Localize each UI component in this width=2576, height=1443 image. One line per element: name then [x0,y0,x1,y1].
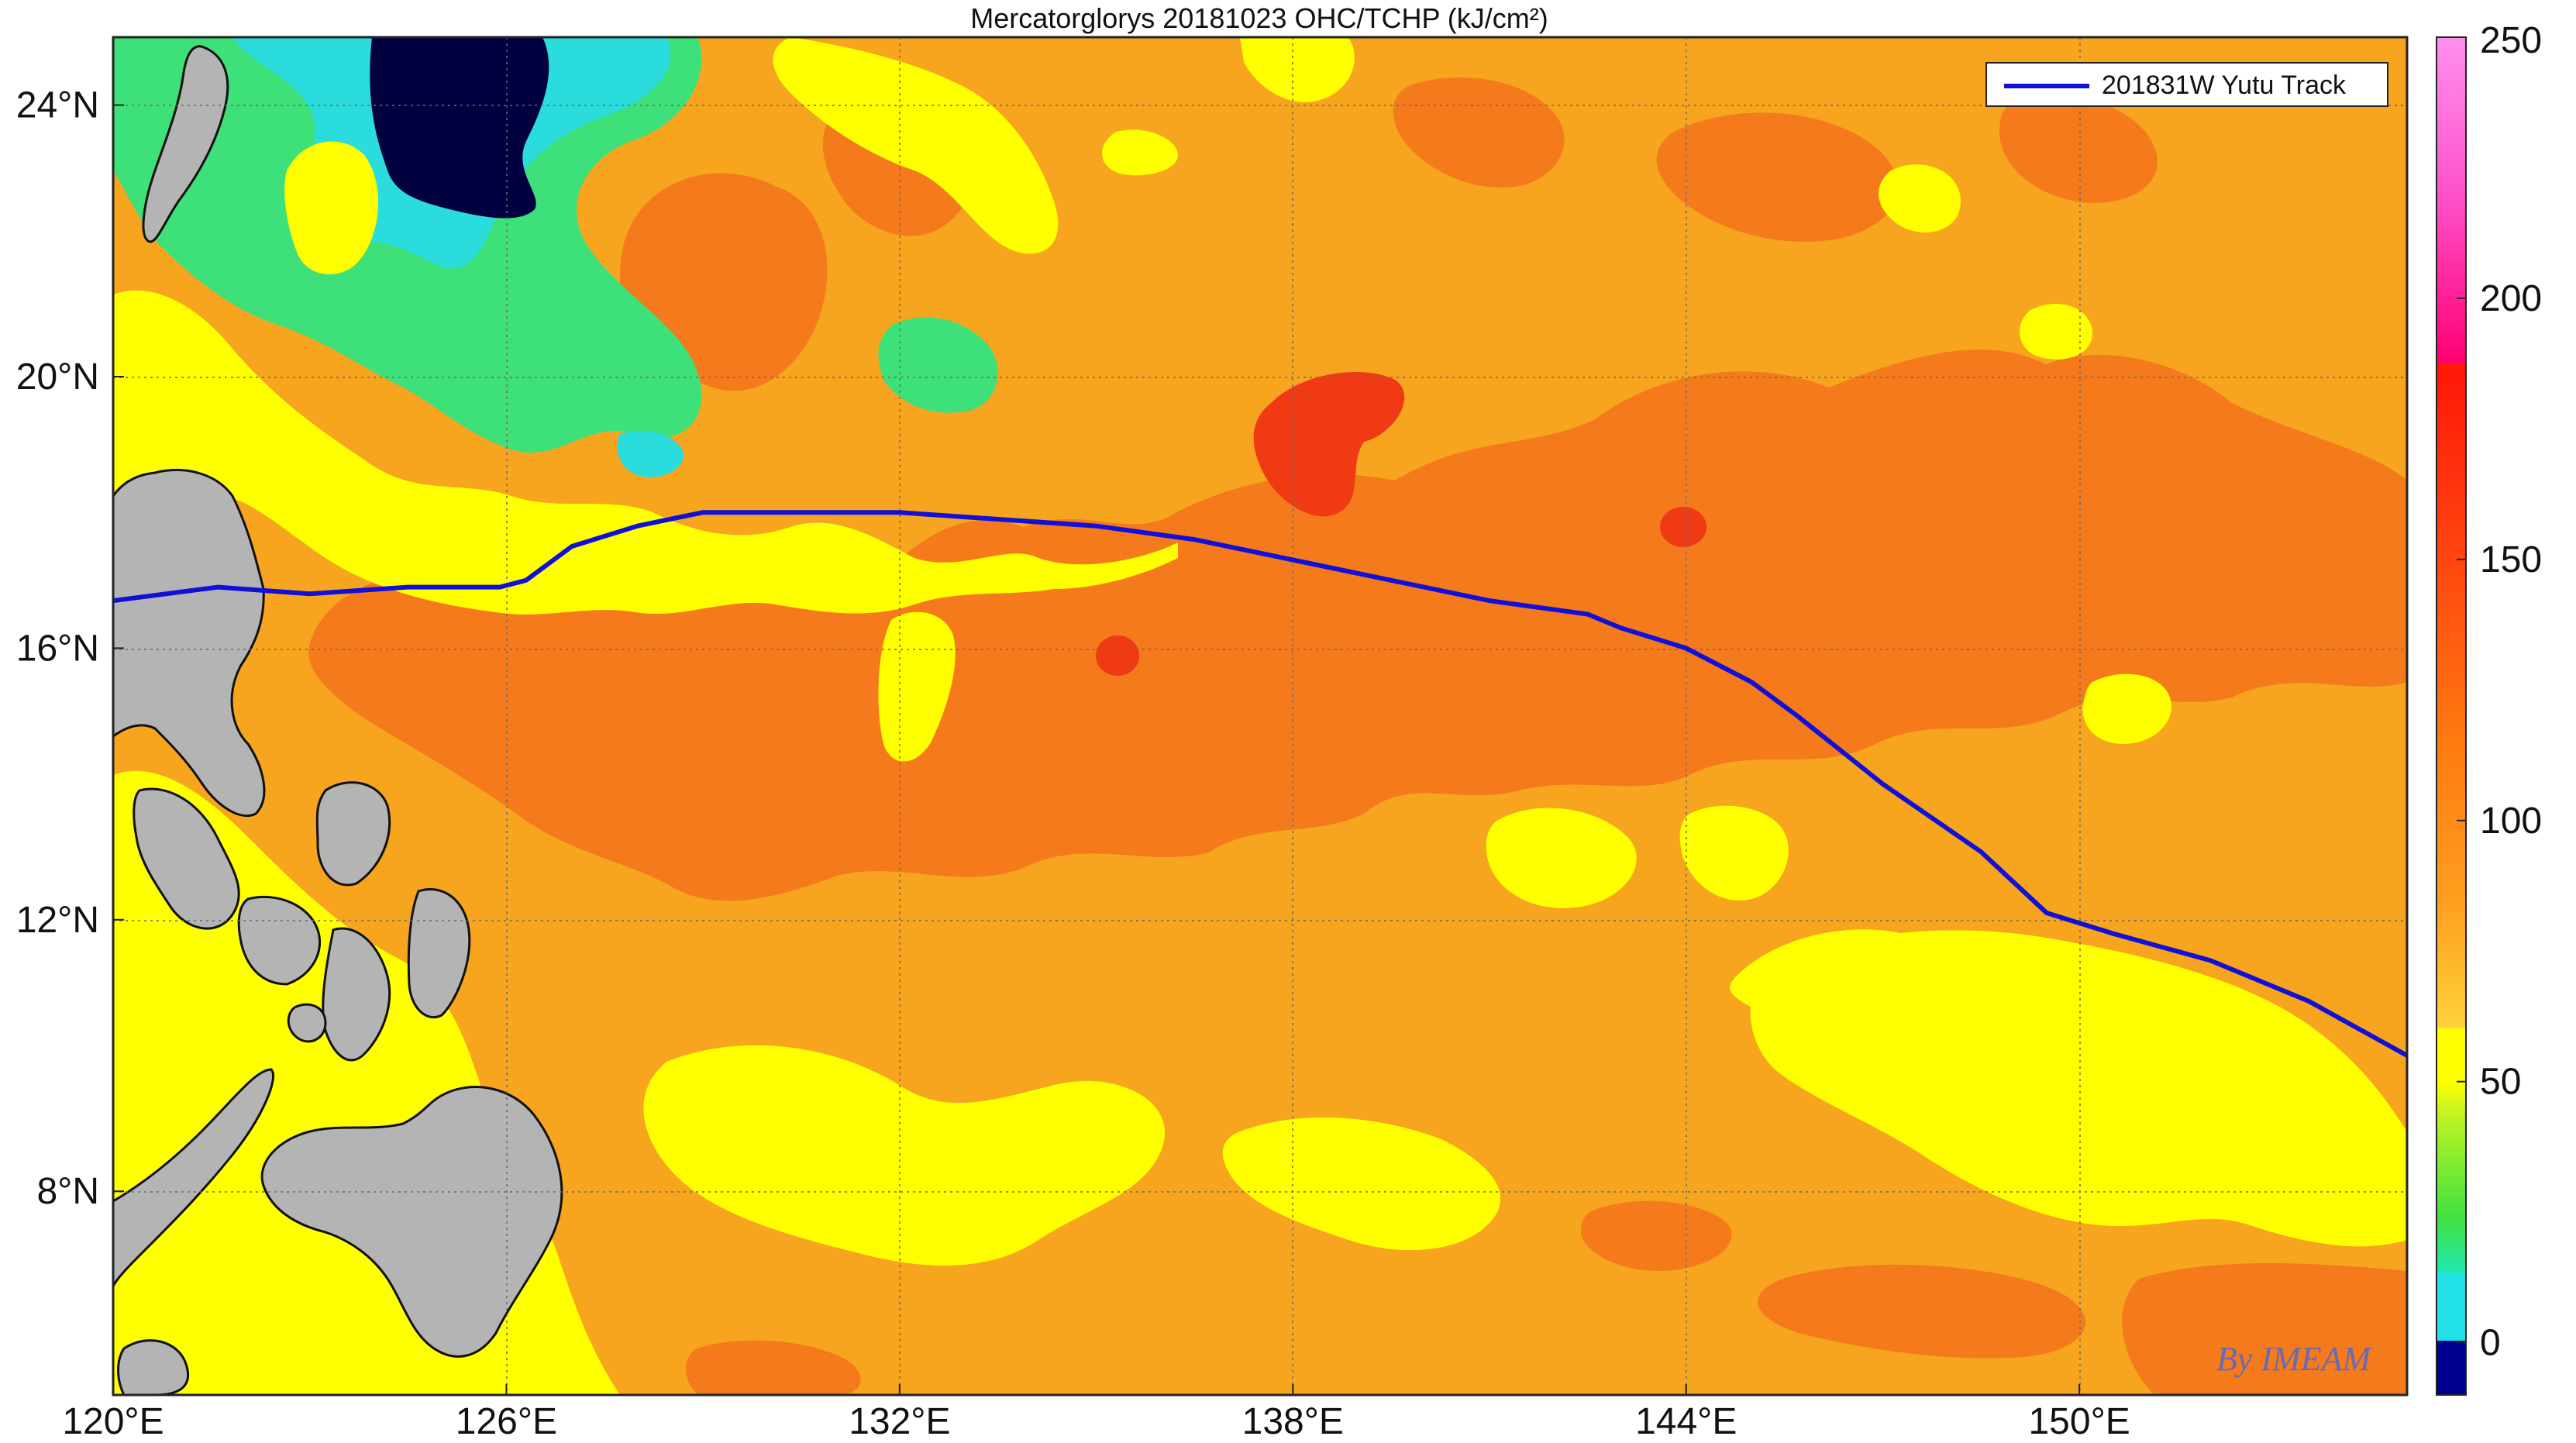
track-legend-line [2004,84,2089,88]
colorbar: 0 50 100 150 200 250 [2436,20,2542,1396]
lat-tick-label: 24°N [16,85,99,126]
land-panay [237,895,322,986]
lat-tick-label: 16°N [16,628,99,669]
colorbar-tick-label: 100 [2480,801,2542,842]
credit-watermark: By IMEAM [2216,1340,2371,1378]
land-taiwan [142,45,229,243]
lon-tick-label: 138°E [1242,1401,1344,1442]
lat-tick-label: 20°N [16,356,99,398]
ohc-field [113,37,2407,1395]
very-high-ohc-patches [1096,372,1706,676]
cold-water-regions [113,37,998,477]
track-legend: 201831W Yutu Track [1985,62,2388,107]
colorbar-tick-label: 250 [2480,20,2542,61]
latitude-axis: 8°N 12°N 16°N 20°N 24°N [16,85,124,1212]
lon-tick-label: 150°E [2028,1401,2130,1442]
colorbar-scale [2436,36,2467,1396]
land-luzon [113,469,266,818]
land-mindanao [260,1086,563,1358]
colorbar-tick-label: 200 [2480,278,2542,319]
colorbar-tick-label: 0 [2480,1323,2501,1364]
land-samar [315,781,391,887]
lon-tick-label: 144°E [1635,1401,1737,1442]
colorbar-tick-label: 150 [2480,539,2542,580]
lat-tick-label: 12°N [16,900,99,941]
track-legend-label: 201831W Yutu Track [2102,71,2347,100]
lon-tick-label: 126°E [456,1401,557,1442]
map-title: Mercatorglorys 20181023 OHC/TCHP (kJ/cm²… [970,2,1548,34]
lat-tick-label: 8°N [36,1171,99,1212]
longitude-axis: 120°E 126°E 132°E 138°E 144°E 150°E [62,1384,2130,1442]
land-palawan [113,1068,275,1287]
land-small-islands [287,1003,327,1043]
colorbar-tick-label: 50 [2480,1062,2521,1103]
land-negros-cebu [322,927,391,1062]
storm-track-line [113,510,2407,1058]
lon-tick-label: 120°E [62,1401,164,1442]
map-frame [112,36,2409,1397]
land-visayas [133,787,240,930]
lon-tick-label: 132°E [849,1401,950,1442]
land-masses [113,45,563,1395]
colorbar-ticks: 0 50 100 150 200 250 [2457,20,2542,1364]
